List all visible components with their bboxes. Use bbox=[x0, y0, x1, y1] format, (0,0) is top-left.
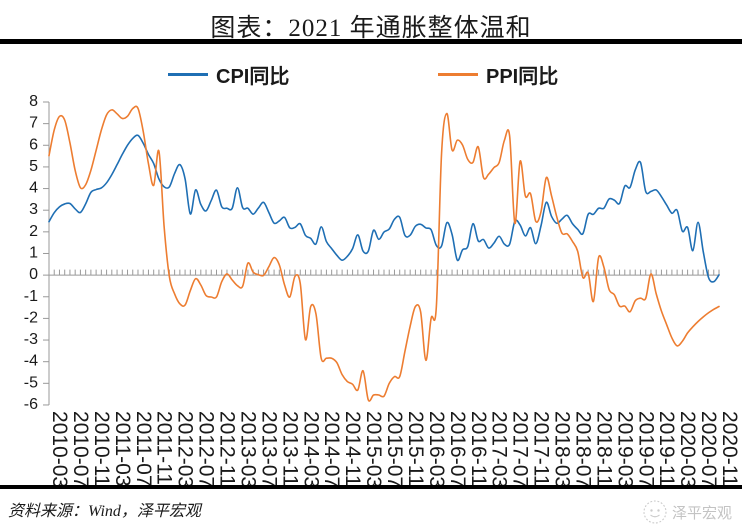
svg-text:-4: -4 bbox=[24, 353, 38, 370]
svg-text:2017-07: 2017-07 bbox=[509, 411, 532, 488]
svg-text:2018-11: 2018-11 bbox=[592, 411, 615, 487]
svg-text:2017-11: 2017-11 bbox=[530, 411, 553, 487]
svg-text:1: 1 bbox=[29, 244, 38, 261]
svg-text:8: 8 bbox=[29, 93, 38, 110]
svg-text:2012-03: 2012-03 bbox=[174, 411, 197, 488]
svg-text:2019-11: 2019-11 bbox=[655, 411, 678, 487]
svg-text:2010-03: 2010-03 bbox=[48, 411, 71, 488]
svg-text:2016-11: 2016-11 bbox=[467, 411, 490, 487]
svg-text:2011-07: 2011-07 bbox=[132, 411, 155, 487]
svg-text:2015-03: 2015-03 bbox=[362, 411, 385, 488]
svg-text:5: 5 bbox=[29, 158, 38, 175]
svg-text:2010-11: 2010-11 bbox=[90, 411, 113, 487]
svg-text:2011-11: 2011-11 bbox=[153, 411, 176, 485]
svg-text:-2: -2 bbox=[24, 309, 38, 326]
svg-text:2015-11: 2015-11 bbox=[404, 411, 427, 487]
svg-text:-6: -6 bbox=[24, 396, 38, 413]
svg-text:4: 4 bbox=[29, 180, 38, 197]
svg-text:3: 3 bbox=[29, 201, 38, 218]
svg-text:2012-11: 2012-11 bbox=[216, 411, 239, 487]
svg-text:-1: -1 bbox=[24, 288, 38, 305]
svg-text:6: 6 bbox=[29, 136, 38, 153]
svg-text:2018-03: 2018-03 bbox=[551, 411, 574, 488]
svg-text:2020-11: 2020-11 bbox=[718, 411, 741, 487]
svg-text:2014-11: 2014-11 bbox=[341, 411, 364, 487]
svg-text:-5: -5 bbox=[24, 374, 38, 391]
svg-text:2011-03: 2011-03 bbox=[111, 411, 134, 487]
svg-text:2013-07: 2013-07 bbox=[257, 411, 280, 488]
svg-text:2014-03: 2014-03 bbox=[299, 411, 322, 488]
svg-text:0: 0 bbox=[29, 266, 38, 283]
svg-text:2013-03: 2013-03 bbox=[236, 411, 259, 488]
svg-text:-3: -3 bbox=[24, 331, 38, 348]
svg-text:2012-07: 2012-07 bbox=[195, 411, 218, 488]
svg-text:2013-11: 2013-11 bbox=[278, 411, 301, 487]
svg-text:2: 2 bbox=[29, 223, 38, 240]
svg-text:2010-07: 2010-07 bbox=[69, 411, 92, 488]
svg-text:2020-07: 2020-07 bbox=[697, 411, 720, 488]
svg-text:2017-03: 2017-03 bbox=[488, 411, 511, 488]
svg-text:2019-03: 2019-03 bbox=[613, 411, 636, 488]
svg-text:2019-07: 2019-07 bbox=[634, 411, 657, 488]
svg-text:2020-03: 2020-03 bbox=[676, 411, 699, 488]
svg-text:2015-07: 2015-07 bbox=[383, 411, 406, 488]
svg-text:2014-07: 2014-07 bbox=[320, 411, 343, 488]
svg-text:2016-03: 2016-03 bbox=[425, 411, 448, 488]
svg-text:7: 7 bbox=[29, 115, 38, 132]
svg-text:2016-07: 2016-07 bbox=[446, 411, 469, 488]
svg-text:2018-07: 2018-07 bbox=[571, 411, 594, 488]
